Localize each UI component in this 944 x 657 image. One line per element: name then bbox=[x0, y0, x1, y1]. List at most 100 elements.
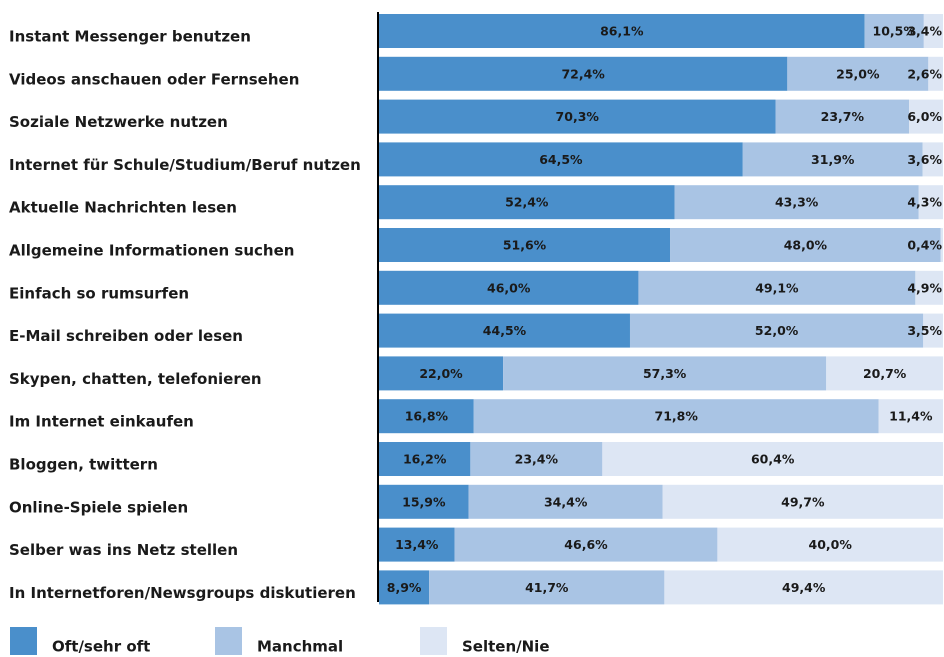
legend-label: Oft/sehr oft bbox=[52, 638, 150, 656]
value-label: 3,5% bbox=[907, 323, 942, 338]
value-label: 49,4% bbox=[782, 580, 826, 595]
value-label: 86,1% bbox=[600, 24, 644, 39]
bar-segment bbox=[379, 270, 639, 305]
value-label: 23,7% bbox=[821, 109, 865, 124]
value-label: 23,4% bbox=[515, 452, 559, 467]
value-label: 4,9% bbox=[907, 280, 942, 295]
bar-segment bbox=[878, 399, 943, 434]
bar-segment bbox=[379, 99, 776, 134]
category-label: Instant Messenger benutzen bbox=[9, 28, 251, 46]
category-label: Einfach so rumsurfen bbox=[9, 284, 189, 302]
value-label: 31,9% bbox=[811, 152, 855, 167]
bar-segment bbox=[503, 356, 827, 391]
category-label: Im Internet einkaufen bbox=[9, 413, 194, 431]
bar-segment bbox=[379, 142, 743, 177]
value-label: 15,9% bbox=[402, 494, 446, 509]
value-label: 0,4% bbox=[907, 238, 942, 253]
value-label: 51,6% bbox=[503, 238, 547, 253]
bar-segment bbox=[915, 270, 943, 305]
bar-segment bbox=[775, 99, 910, 134]
bar-segment bbox=[923, 313, 943, 348]
bar-segment bbox=[918, 185, 943, 220]
bar-segment bbox=[909, 99, 943, 134]
value-label: 16,8% bbox=[405, 409, 449, 424]
value-label: 22,0% bbox=[419, 366, 463, 381]
value-label: 48,0% bbox=[784, 238, 828, 253]
bar-segment bbox=[379, 527, 455, 562]
value-label: 41,7% bbox=[525, 580, 569, 595]
value-label: 20,7% bbox=[863, 366, 907, 381]
bar-segment bbox=[379, 484, 469, 519]
value-label: 10,5% bbox=[873, 24, 917, 39]
value-label: 8,9% bbox=[387, 580, 422, 595]
value-label: 72,4% bbox=[561, 66, 605, 81]
value-label: 52,4% bbox=[505, 195, 549, 210]
category-label: Soziale Netzwerke nutzen bbox=[9, 113, 228, 131]
bar-segment bbox=[379, 313, 630, 348]
category-label: E-Mail schreiben oder lesen bbox=[9, 327, 243, 345]
value-label: 6,0% bbox=[907, 109, 942, 124]
bar-segment bbox=[379, 442, 471, 476]
value-label: 60,4% bbox=[751, 452, 795, 467]
bar-segment bbox=[454, 527, 718, 562]
legend-swatch bbox=[10, 627, 37, 655]
value-label: 70,3% bbox=[556, 109, 600, 124]
bar-segment bbox=[922, 142, 943, 177]
bar-segment bbox=[629, 313, 924, 348]
bar-segment bbox=[923, 14, 943, 48]
bar-segment bbox=[470, 442, 603, 476]
bar-segment bbox=[826, 356, 943, 391]
bar-segment bbox=[379, 399, 474, 434]
value-label: 44,5% bbox=[483, 323, 527, 338]
value-label: 52,0% bbox=[755, 323, 799, 338]
legend-label: Manchmal bbox=[257, 638, 343, 656]
legend-swatch bbox=[215, 627, 242, 655]
value-label: 71,8% bbox=[655, 409, 699, 424]
bar-segment bbox=[429, 570, 665, 605]
category-label: Skypen, chatten, telefonieren bbox=[9, 370, 262, 388]
bar-segment bbox=[928, 56, 943, 91]
bar-segment bbox=[717, 527, 943, 562]
bar-segment bbox=[379, 228, 671, 262]
category-label: Bloggen, twittern bbox=[9, 456, 158, 474]
value-label: 64,5% bbox=[539, 152, 583, 167]
value-label: 43,3% bbox=[775, 195, 819, 210]
bar-segment bbox=[787, 56, 929, 91]
bar-segment bbox=[940, 228, 943, 262]
category-label: Internet für Schule/Studium/Beruf nutzen bbox=[9, 156, 361, 174]
bar-segment bbox=[379, 570, 430, 605]
bar-segment bbox=[379, 14, 865, 48]
value-label: 2,6% bbox=[907, 66, 942, 81]
category-label: Aktuelle Nachrichten lesen bbox=[9, 199, 237, 217]
value-label: 40,0% bbox=[809, 537, 853, 552]
category-label: Online-Spiele spielen bbox=[9, 498, 188, 516]
bar-segment bbox=[379, 185, 675, 220]
value-label: 3,6% bbox=[907, 152, 942, 167]
value-label: 34,4% bbox=[544, 494, 588, 509]
bar-segment bbox=[670, 228, 941, 262]
value-label: 49,7% bbox=[781, 494, 825, 509]
category-label: Videos anschauen oder Fernsehen bbox=[9, 70, 299, 88]
bar-segment bbox=[742, 142, 923, 177]
bar-segment bbox=[664, 570, 943, 605]
legend-label: Selten/Nie bbox=[462, 638, 550, 656]
bar-segment bbox=[662, 484, 943, 519]
value-label: 11,4% bbox=[889, 409, 933, 424]
bar-segment bbox=[864, 14, 924, 48]
bar-segment bbox=[379, 356, 504, 391]
bar-segment bbox=[602, 442, 943, 476]
bar-segment bbox=[674, 185, 919, 220]
bar-segment bbox=[473, 399, 879, 434]
value-label: 46,0% bbox=[487, 280, 531, 295]
category-label: In Internetforen/Newsgroups diskutieren bbox=[9, 584, 356, 602]
bar-segment bbox=[379, 56, 788, 91]
value-label: 49,1% bbox=[755, 280, 799, 295]
value-label: 16,2% bbox=[403, 452, 447, 467]
category-label: Selber was ins Netz stellen bbox=[9, 541, 238, 559]
value-label: 3,4% bbox=[907, 24, 942, 39]
bar-segment bbox=[638, 270, 916, 305]
bar-segment bbox=[468, 484, 663, 519]
value-label: 25,0% bbox=[836, 66, 880, 81]
category-label: Allgemeine Informationen suchen bbox=[9, 242, 294, 260]
